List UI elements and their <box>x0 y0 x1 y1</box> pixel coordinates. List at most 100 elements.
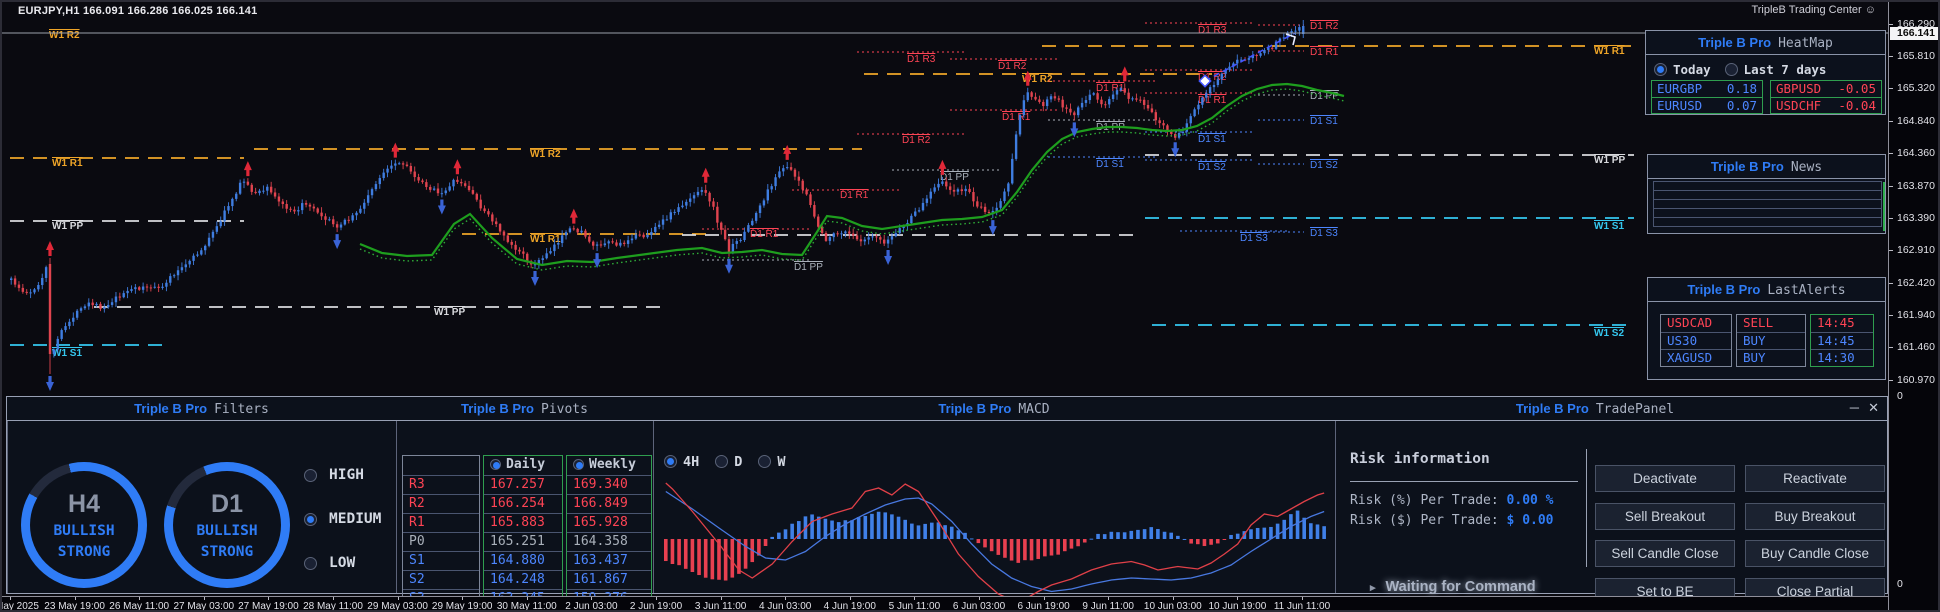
time-tick-mark <box>333 597 334 600</box>
time-tick-label: 23 May 19:00 <box>44 601 105 612</box>
time-tick-label: 6 Jun 19:00 <box>1017 601 1070 612</box>
alert-cell: 14:45 <box>1811 332 1873 349</box>
time-tick-mark <box>1108 597 1110 600</box>
macd-tab-w[interactable]: W <box>758 453 786 471</box>
status-message: ▸ Waiting for Command <box>1370 579 1536 595</box>
tradepanel-title: Triple B Pro TradePanel <box>1515 401 1675 417</box>
time-tick-label: 27 May 19:00 <box>238 601 299 612</box>
symbol-ohlc-label: EURJPY,H1 166.091 166.286 166.025 166.14… <box>18 5 258 17</box>
trend-gauge-d1: D1 BULLISH STRONG <box>164 462 290 588</box>
lastalerts-panel: Triple B Pro LastAlerts USDCAD US30 XAGUSD S… <box>1647 277 1886 380</box>
price-axis[interactable]: 166.290 165.810 165.320 164.840 164.360 163.8… <box>1888 2 1938 610</box>
gauge-timeframe: D1 <box>211 489 243 518</box>
heatmap-symbol: EURGBP <box>1657 81 1703 96</box>
heatmap-cell: EURUSD 0.07 <box>1652 97 1762 113</box>
divider <box>1586 449 1587 567</box>
price-tick-mark <box>1889 56 1893 57</box>
macd-tab-d[interactable]: D <box>715 453 742 471</box>
time-tick-label: 4 Jun 19:00 <box>823 601 876 612</box>
heatmap-symbol: USDCHF <box>1776 98 1822 113</box>
time-tick-mark <box>397 597 399 600</box>
heatmap-panel: Triple B Pro HeatMap Today Last 7 days EUR… <box>1645 30 1886 115</box>
filter-option-low[interactable]: LOW <box>304 555 355 571</box>
heatmap-tab-last-7-days[interactable]: Last 7 days <box>1724 61 1826 79</box>
pivot-value: 165.883 <box>484 513 562 532</box>
time-tick-mark <box>849 597 851 600</box>
pivot-value: 169.340 <box>567 475 651 494</box>
sell-candle-close-button[interactable]: Sell Candle Close <box>1595 540 1735 567</box>
time-tick-mark <box>914 597 916 600</box>
reactivate-button[interactable]: Reactivate <box>1745 465 1885 492</box>
time-tick-label: 3 Jun 11:00 <box>694 601 747 612</box>
svg-text:W1 S1: W1 S1 <box>52 348 82 359</box>
price-tick-label: 165.810 <box>1897 50 1935 62</box>
macd-chart[interactable] <box>656 477 1334 612</box>
svg-text:D1 R2: D1 R2 <box>1198 72 1227 83</box>
close-icon[interactable]: ✕ <box>1868 400 1879 415</box>
risk-row: Risk ($) Per Trade: $ 0.00 <box>1350 513 1554 528</box>
buy-breakout-button[interactable]: Buy Breakout <box>1745 502 1885 530</box>
svg-text:D1 R2: D1 R2 <box>998 61 1027 72</box>
svg-text:D1 PP: D1 PP <box>940 172 969 183</box>
indicator-zero-label: 0 <box>1897 390 1903 402</box>
time-tick-mark <box>526 597 528 600</box>
alerts-column: SELL BUY BUY <box>1736 314 1806 367</box>
price-tick-label: 162.910 <box>1897 244 1935 256</box>
radio-icon <box>664 455 677 468</box>
heatmap-column: EURGBP 0.18 EURUSD 0.07 <box>1651 80 1763 114</box>
svg-text:D1 S1: D1 S1 <box>1096 159 1124 170</box>
svg-text:W1 PP: W1 PP <box>52 221 83 232</box>
news-title: Triple B Pro News <box>1648 155 1885 179</box>
pivot-col-header-daily[interactable]: Daily <box>484 456 562 475</box>
lastalerts-title: Triple B Pro LastAlerts <box>1648 278 1885 302</box>
time-tick-mark <box>591 597 593 600</box>
gauge-strength: STRONG <box>57 543 111 560</box>
filter-option-medium[interactable]: MEDIUM <box>304 511 381 527</box>
pivot-row-label: R3 <box>403 475 479 494</box>
time-tick-mark <box>979 597 980 600</box>
pivot-value: 167.257 <box>484 475 562 494</box>
pivot-row-label: R1 <box>403 513 479 532</box>
radio-icon <box>490 459 501 470</box>
price-tick-mark <box>1889 121 1893 122</box>
svg-text:D1 R1: D1 R1 <box>1002 112 1031 123</box>
pivot-col-header-weekly[interactable]: Weekly <box>567 456 651 475</box>
ma-line <box>359 82 1345 267</box>
radio-icon[interactable] <box>304 468 317 482</box>
macd-tab-4h[interactable]: 4H <box>664 453 699 471</box>
time-tick-mark <box>1237 597 1239 600</box>
pivot-value: 165.928 <box>567 513 651 532</box>
gauge-direction: BULLISH <box>53 522 115 539</box>
time-tick-mark <box>656 597 657 600</box>
macd-section: 4H D W <box>653 421 1335 604</box>
filter-option-high[interactable]: HIGH <box>304 467 364 483</box>
alert-cell: USDCAD <box>1667 315 1713 330</box>
time-tick-label: 30 May 11:00 <box>496 601 557 612</box>
svg-text:W1 S1: W1 S1 <box>1594 221 1624 232</box>
chart-topbar: EURJPY,H1 166.091 166.286 166.025 166.14… <box>2 2 1888 18</box>
heatmap-value: -0.04 <box>1838 98 1876 113</box>
svg-text:W1 R2: W1 R2 <box>1022 74 1053 85</box>
alert-cell: BUY <box>1737 349 1805 366</box>
smiley-icon: ☺ <box>1864 4 1876 16</box>
minimize-icon[interactable]: ─ <box>1849 400 1859 415</box>
trading-center-label: TripleB Trading Center ☺ <box>1751 4 1876 16</box>
sell-breakout-button[interactable]: Sell Breakout <box>1595 502 1735 530</box>
deactivate-button[interactable]: Deactivate <box>1595 465 1735 492</box>
radio-icon[interactable] <box>1724 63 1738 76</box>
svg-text:D1 R3: D1 R3 <box>907 54 936 65</box>
price-tick-label: 165.320 <box>1897 82 1935 94</box>
radio-icon[interactable] <box>304 512 317 526</box>
trendline[interactable] <box>1198 32 1296 88</box>
heatmap-tab-today[interactable]: Today <box>1654 61 1711 79</box>
time-tick-mark <box>203 597 205 600</box>
svg-text:W1 R1: W1 R1 <box>530 234 561 245</box>
svg-text:D1 S2: D1 S2 <box>1198 162 1226 173</box>
radio-icon[interactable] <box>304 556 317 570</box>
heatmap-value: -0.05 <box>1838 81 1876 96</box>
radio-icon <box>758 455 772 468</box>
buy-candle-close-button[interactable]: Buy Candle Close <box>1745 540 1885 567</box>
radio-icon[interactable] <box>1654 63 1667 76</box>
heatmap-symbol: GBPUSD <box>1776 81 1822 96</box>
